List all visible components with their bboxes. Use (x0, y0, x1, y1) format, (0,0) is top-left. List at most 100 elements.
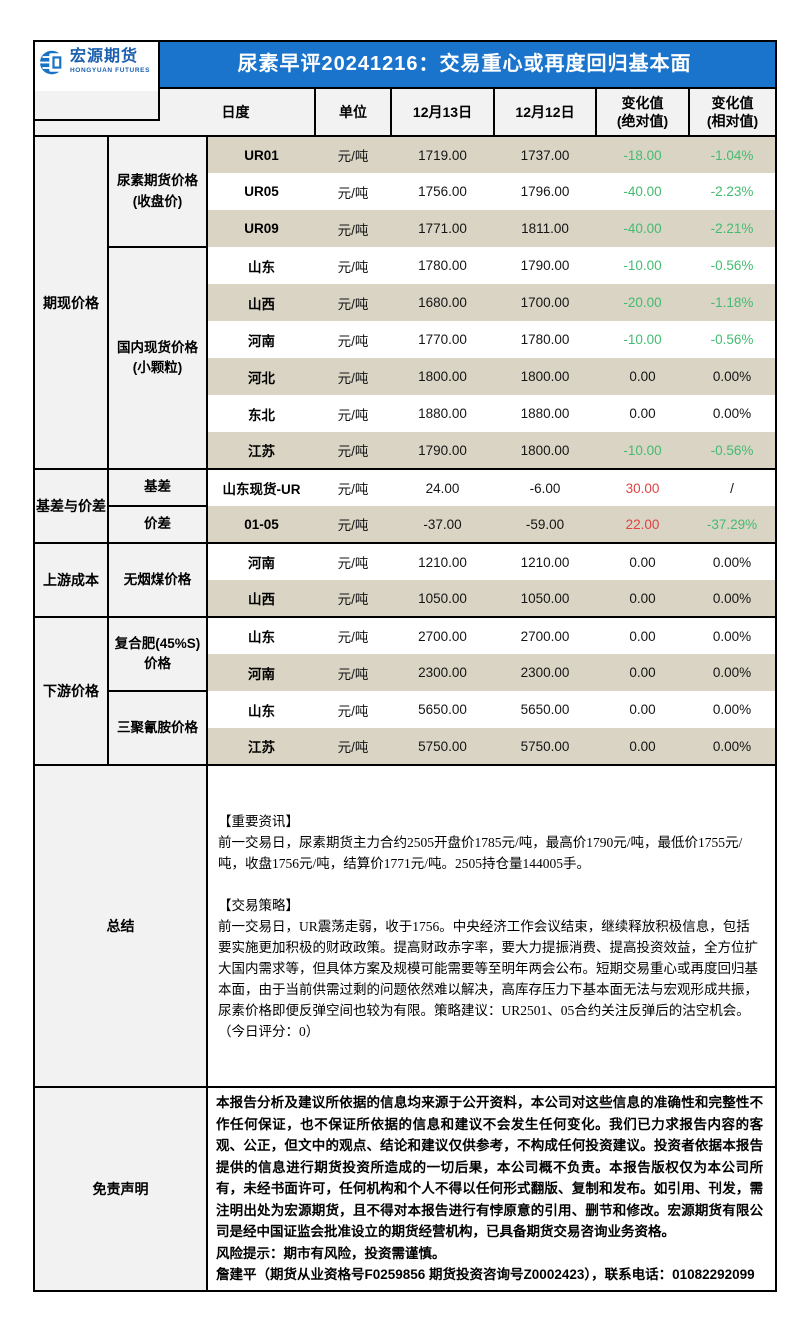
table-row: 基差与价差 基差 山东现货-UR 元/吨 24.00 -6.00 30.00/ (34, 468, 777, 543)
row-name-cell: 江苏 (207, 432, 315, 469)
subcategory-cell: 尿素期货价格 (收盘价) (108, 135, 208, 247)
value-dec12-cell: 1050.00 (494, 580, 596, 617)
table-row: 江苏 元/吨 5750.00 5750.00 0.00 0.00% (34, 728, 777, 765)
col-header-dec12: 12月12日 (493, 87, 597, 137)
disclaimer-risk: 风险提示：期市有风险，投资需谨慎。 (216, 1245, 446, 1261)
summary-strategy-body: 前一交易日，UR震荡走弱，收于1756。中央经济工作会议结束，继续释放积极信息，… (218, 918, 758, 1039)
disclaimer-label: 免责声明 (33, 1086, 208, 1292)
change-rel-cell: 0.00% (689, 728, 777, 765)
value-dec12-cell: 2300.00 (494, 654, 596, 691)
value-dec13-cell: 24.00 (391, 468, 494, 506)
category-cell: 期现价格 (34, 135, 109, 469)
unit-cell: 元/吨 (315, 542, 391, 580)
value-dec12-cell: 5650.00 (494, 691, 596, 728)
change-abs-cell: -40.00 (596, 210, 689, 247)
summary-content: 【重要资讯】 前一交易日，尿素期货主力合约2505开盘价1785元/吨，最高价1… (205, 764, 778, 1088)
unit-cell: 元/吨 (315, 135, 391, 173)
value-dec12-cell: 1800.00 (494, 432, 596, 469)
change-abs-cell: -40.00 (596, 173, 689, 210)
table-row: 河北 元/吨 1800.00 1800.00 0.00 0.00% (34, 358, 777, 395)
change-rel-cell: -2.23% (689, 173, 777, 210)
hongyuan-logo-icon (40, 50, 64, 75)
table-row: 河南 元/吨 1770.00 1780.00 -10.00 -0.56% (34, 321, 777, 358)
value-dec12-cell: -59.00 (494, 506, 596, 543)
value-dec13-cell: 1719.00 (391, 135, 494, 173)
change-rel-cell: -0.56% (689, 321, 777, 358)
row-name-cell: 东北 (207, 395, 315, 432)
value-dec13-cell: 1756.00 (391, 173, 494, 210)
change-abs-cell: -20.00 (596, 284, 689, 321)
logo-text-block: 宏源期货 HONGYUAN FUTURES (70, 47, 150, 74)
subcategory-cell: 复合肥(45%S) 价格 (108, 616, 208, 691)
change-abs-cell: -10.00 (596, 432, 689, 469)
col-header-change-abs: 变化值 (绝对值) (595, 87, 690, 137)
row-name-cell: 河南 (207, 654, 315, 691)
unit-cell: 元/吨 (315, 580, 391, 617)
value-dec12-cell: 1700.00 (494, 284, 596, 321)
change-rel-cell: 0.00% (689, 358, 777, 395)
unit-cell: 元/吨 (315, 506, 391, 543)
unit-cell: 元/吨 (315, 358, 391, 395)
col-header-dec13: 12月13日 (390, 87, 495, 137)
change-rel-cell: -2.21% (689, 210, 777, 247)
row-name-cell: 山东 (207, 616, 315, 654)
unit-cell: 元/吨 (315, 654, 391, 691)
subcategory-cell: 价差 (108, 505, 208, 543)
value-dec12-cell: 1800.00 (494, 358, 596, 395)
table-row: 国内现货价格 (小颗粒) 山东 元/吨 1780.00 1790.00 -10.00 -0.… (34, 246, 777, 469)
row-name-cell: 河北 (207, 358, 315, 395)
category-cell: 基差与价差 (34, 468, 109, 543)
table-row: 东北 元/吨 1880.00 1880.00 0.00 0.00% (34, 395, 777, 432)
change-abs-cell: -10.00 (596, 247, 689, 284)
unit-cell: 元/吨 (315, 247, 391, 284)
row-name-cell: UR05 (207, 173, 315, 210)
subcategory-cell: 基差 (108, 468, 208, 506)
value-dec12-cell: 2700.00 (494, 616, 596, 654)
value-dec12-cell: 1210.00 (494, 542, 596, 580)
value-dec12-cell: 1790.00 (494, 247, 596, 284)
row-name-cell: 山西 (207, 284, 315, 321)
row-name-cell: 山东 (207, 691, 315, 728)
report-title: 尿素早评20241216：交易重心或再度回归基本面 (237, 53, 692, 75)
table-row: 上游成本 无烟煤价格 河南 元/吨 1210.00 1210.00 0.00 0.00% (34, 542, 777, 617)
value-dec12-cell: 1780.00 (494, 321, 596, 358)
value-dec13-cell: 2700.00 (391, 616, 494, 654)
col-header-change-rel: 变化值 (相对值) (687, 87, 778, 137)
value-dec13-cell: 1770.00 (391, 321, 494, 358)
value-dec13-cell: 5750.00 (391, 728, 494, 765)
value-dec13-cell: 1210.00 (391, 542, 494, 580)
value-dec13-cell: 1680.00 (391, 284, 494, 321)
change-rel-cell: 0.00% (689, 580, 777, 617)
summary-row: 总结 【重要资讯】 前一交易日，尿素期货主力合约2505开盘价1785元/吨，最… (33, 764, 778, 1088)
value-dec12-cell: 5750.00 (494, 728, 596, 765)
subcategory-cell: 国内现货价格 (小颗粒) (108, 246, 208, 469)
title-bar: 宏源期货 HONGYUAN FUTURES 尿素早评20241216：交易重心或… (32, 40, 778, 121)
value-dec12-cell: 1880.00 (494, 395, 596, 432)
change-rel-cell: / (689, 468, 777, 506)
value-dec12-cell: -6.00 (494, 468, 596, 506)
value-dec13-cell: 1800.00 (391, 358, 494, 395)
row-name-cell: 山西 (207, 580, 315, 617)
disclaimer-content: 本报告分析及建议所依据的信息均来源于公开资料，本公司对这些信息的准确性和完整性不… (205, 1086, 778, 1292)
change-abs-cell: 0.00 (596, 728, 689, 765)
summary-news-body: 前一交易日，尿素期货主力合约2505开盘价1785元/吨，最高价1790元/吨，… (218, 834, 743, 871)
table-row: 期现价格 尿素期货价格 (收盘价) UR01 元/吨 1719.00 1737.00 -18… (34, 135, 777, 469)
table-row: 江苏 元/吨 1790.00 1800.00 -10.00 -0.56% (34, 432, 777, 469)
row-name-cell: 山东 (207, 247, 315, 284)
value-dec12-cell: 1737.00 (494, 135, 596, 173)
value-dec13-cell: 1790.00 (391, 432, 494, 469)
table-row: 山西 元/吨 1050.00 1050.00 0.00 0.00% (34, 580, 777, 617)
row-name-cell: 山东现货-UR (207, 468, 315, 506)
unit-cell: 元/吨 (315, 210, 391, 247)
subcategory-cell: 三聚氰胺价格 (108, 690, 208, 765)
table-row: 河南 元/吨 2300.00 2300.00 0.00 0.00% (34, 654, 777, 691)
summary-strategy-heading: 【交易策略】 (218, 897, 299, 913)
hongyuan-logo: 宏源期货 HONGYUAN FUTURES (33, 40, 160, 121)
change-rel-cell: 0.00% (689, 654, 777, 691)
unit-cell: 元/吨 (315, 432, 391, 469)
category-cell: 上游成本 (34, 542, 109, 617)
subcategory-cell: 无烟煤价格 (108, 542, 208, 617)
disclaimer-row: 免责声明 本报告分析及建议所依据的信息均来源于公开资料，本公司对这些信息的准确性… (33, 1086, 778, 1292)
disclaimer-contact: 詹建平（期货从业资格号F0259856 期货投资咨询号Z0002423），联系电… (216, 1267, 755, 1282)
change-abs-cell: -10.00 (596, 321, 689, 358)
